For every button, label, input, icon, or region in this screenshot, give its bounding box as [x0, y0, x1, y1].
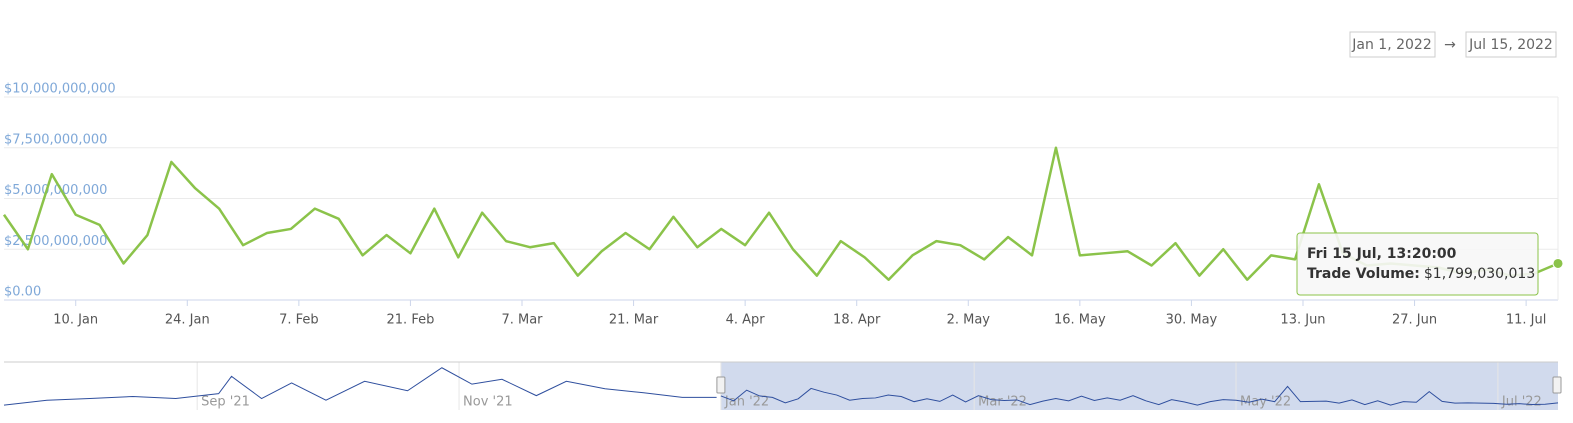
range-from[interactable]: Jan 1, 2022 — [1351, 37, 1431, 53]
y-tick-label: $5,000,000,000 — [4, 183, 107, 198]
x-tick-label: 7. Mar — [501, 313, 543, 328]
x-tick-label: 21. Feb — [387, 313, 435, 328]
navigator-tick-label: May '22 — [1240, 395, 1291, 410]
x-tick-label: 27. Jun — [1392, 313, 1437, 328]
hover-point — [1552, 257, 1564, 269]
y-tick-label: $0.00 — [4, 285, 41, 300]
tooltip-box — [1296, 232, 1539, 296]
range-to[interactable]: Jul 15, 2022 — [1468, 37, 1553, 53]
tooltip-value: $1,799,030,013 — [1424, 266, 1535, 282]
tooltip-label: Trade Volume: — [1307, 266, 1420, 282]
range-arrow: → — [1444, 37, 1456, 53]
navigator: Sep '21 Nov '21 Jan '22 Mar '22 May '22 Jul '… — [3, 361, 1562, 410]
tooltip: Fri 15 Jul, 13:20:00 Trade Volume: $1,799,… — [1296, 232, 1539, 296]
x-tick-label: 13. Jun — [1280, 313, 1325, 328]
navigator-line — [3, 367, 717, 406]
x-tick-label: 16. May — [1054, 313, 1106, 328]
x-tick-label: 21. Mar — [609, 313, 659, 328]
tooltip-date: Fri 15 Jul, 13:20:00 — [1307, 246, 1457, 262]
y-tick-label: $7,500,000,000 — [4, 132, 107, 147]
range-to-box[interactable] — [1465, 31, 1557, 58]
x-tick-label: 11. Jul — [1506, 313, 1547, 328]
navigator-tick-label: Nov '21 — [463, 395, 513, 410]
x-tick-label: 30. May — [1166, 313, 1218, 328]
x-tick-label: 7. Feb — [279, 313, 319, 328]
navigator-handle[interactable] — [1552, 376, 1562, 394]
x-tick-label: 24. Jan — [165, 313, 210, 328]
navigator-tick-label: Jul '22 — [1501, 395, 1542, 410]
x-tick-label: 4. Apr — [726, 313, 766, 328]
navigator-handle[interactable] — [716, 376, 726, 394]
x-tick-label: 2. May — [947, 313, 991, 328]
x-tick-label: 18. Apr — [833, 313, 881, 328]
x-tick-label: 10. Jan — [53, 313, 98, 328]
navigator-tick-label: Mar '22 — [978, 395, 1027, 410]
y-tick-label: $10,000,000,000 — [4, 82, 116, 97]
navigator-selection — [720, 362, 1558, 410]
range-from-box[interactable] — [1349, 31, 1436, 58]
navigator-tick-label: Jan '22 — [724, 395, 769, 410]
navigator-tick-label: Sep '21 — [201, 395, 250, 410]
navigator-line — [720, 385, 1559, 406]
